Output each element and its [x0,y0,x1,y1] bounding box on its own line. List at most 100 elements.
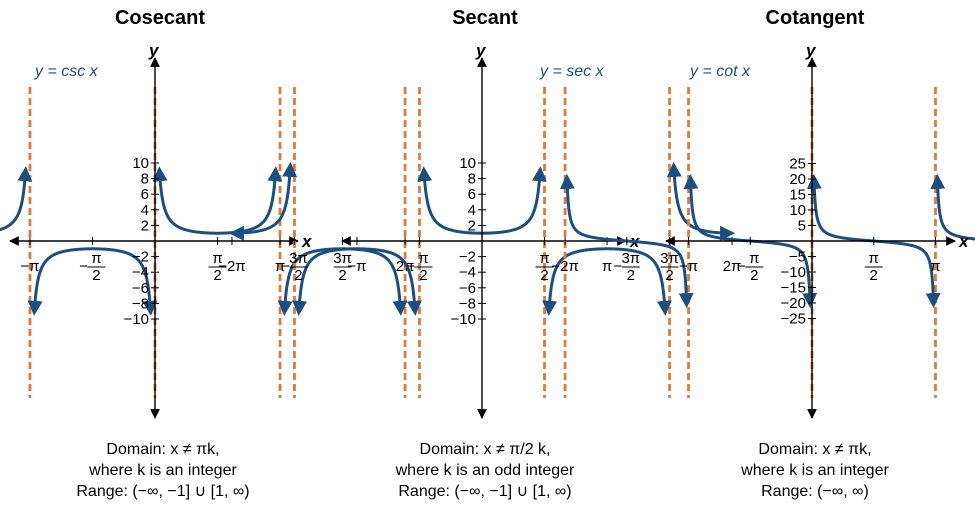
x-tick-numerator: π [418,250,428,267]
x-tick-denominator: 2 [665,267,673,284]
caption-line: where k is an integer [88,462,237,479]
x-tick-label: π [602,258,612,275]
x-tick-denominator: 2 [213,267,221,284]
x-tick-label: π2 [208,250,227,284]
y-tick-label: −4 [132,264,149,281]
y-axis-label: y [148,41,160,60]
caption-line: Domain: x ≠ πk, [106,441,219,458]
y-tick-label: 20 [789,171,806,188]
y-tick-label: 15 [789,187,806,204]
x-tick-label: − π2 [737,250,764,284]
curve-branch [152,166,283,235]
equation-label: y = csc x [34,63,99,80]
panel-title: Cosecant [115,7,205,29]
y-tick-label: 2 [468,217,476,234]
x-tick-denominator: 2 [540,267,548,284]
x-tick-denominator: 2 [750,267,758,284]
x-tick-sign: − [406,258,415,275]
y-tick-label: 4 [141,202,149,219]
x-tick-denominator: 2 [338,267,346,284]
x-tick-denominator: 2 [419,267,427,284]
y-tick-label: −20 [781,295,806,312]
equation-label: y = sec x [539,63,605,80]
y-tick-label: 6 [468,186,476,203]
x-tick-label: − π2 [406,250,433,284]
x-tick-label: −3π2 [281,250,308,284]
x-tick-label: −3π2 [613,250,640,284]
caption-line: Range: (−∞, −1] ∪ [1, ∞) [398,483,571,500]
y-tick-label: −2 [132,249,149,266]
x-tick-label: π2 [864,250,883,284]
y-tick-label: −15 [781,280,806,297]
x-tick-label: −π [347,258,366,275]
y-tick-label: −10 [451,311,476,328]
y-tick-label: −2 [459,249,476,266]
x-tick-numerator: 3π [289,250,308,267]
x-tick-numerator: π [749,250,759,267]
caption-line: where k is an integer [740,462,889,479]
caption-line: Domain: x ≠ πk, [758,441,871,458]
caption-line: Range: (−∞, ∞) [761,483,869,500]
y-tick-label: −6 [459,280,476,297]
curve-branch [930,173,975,309]
y-tick-label: −5 [789,249,806,266]
x-tick-label: −π [20,258,39,275]
y-tick-label: 10 [789,202,806,219]
y-tick-label: 4 [468,202,476,219]
curve-branch [27,247,158,316]
y-tick-label: 5 [798,218,806,235]
y-tick-label: −25 [781,311,806,328]
x-tick-label: − π2 [79,250,106,284]
equation-label: y = cot x [689,63,751,80]
x-tick-label: −π [679,258,698,275]
y-tick-label: −8 [459,295,476,312]
x-tick-label: 3π2 [660,250,679,284]
panel-title: Cotangent [766,7,865,29]
x-tick-numerator: 3π [660,250,679,267]
x-tick-numerator: π [869,250,879,267]
x-tick-sign: − [737,258,746,275]
panel-title: Secant [452,7,518,29]
y-tick-label: −8 [132,295,149,312]
y-tick-label: −10 [124,311,149,328]
x-tick-numerator: π [212,250,222,267]
y-tick-label: 6 [141,186,149,203]
y-tick-label: 25 [789,156,806,173]
x-tick-denominator: 2 [294,267,302,284]
x-tick-numerator: π [91,250,101,267]
y-tick-label: −6 [132,280,149,297]
curve-branch [666,161,736,241]
panel-csc: Cosecantxy108642−2−4−6−8−10−2π−3π2−π−π2π… [0,7,414,500]
x-tick-sign: − [613,258,622,275]
x-tick-label: π [930,258,940,275]
x-axis-label: x [301,232,313,251]
caption-line: Domain: x ≠ π/2 k, [420,441,551,458]
x-tick-denominator: 2 [870,267,878,284]
y-axis-label: y [475,41,487,60]
y-axis-label: y [805,41,817,60]
x-axis-label: x [958,232,970,251]
x-tick-denominator: 2 [92,267,100,284]
y-tick-label: 10 [459,155,476,172]
y-tick-label: 8 [468,171,476,188]
y-tick-label: −10 [781,264,806,281]
x-tick-sign: − [79,258,88,275]
y-tick-label: 10 [132,155,149,172]
x-tick-denominator: 2 [627,267,635,284]
curve-branch [228,161,298,241]
x-tick-label: π2 [535,250,554,284]
x-tick-numerator: 3π [621,250,640,267]
caption-line: where k is an odd integer [395,462,575,479]
y-tick-label: 8 [141,171,149,188]
caption-line: Range: (−∞, −1] ∪ [1, ∞) [76,483,249,500]
curve-branch [292,247,422,316]
x-tick-label: −2π [218,258,245,275]
x-tick-label: 3π2 [333,250,352,284]
y-tick-label: 2 [141,217,149,234]
x-tick-numerator: 3π [333,250,352,267]
x-tick-numerator: π [539,250,549,267]
y-tick-label: −4 [459,264,476,281]
